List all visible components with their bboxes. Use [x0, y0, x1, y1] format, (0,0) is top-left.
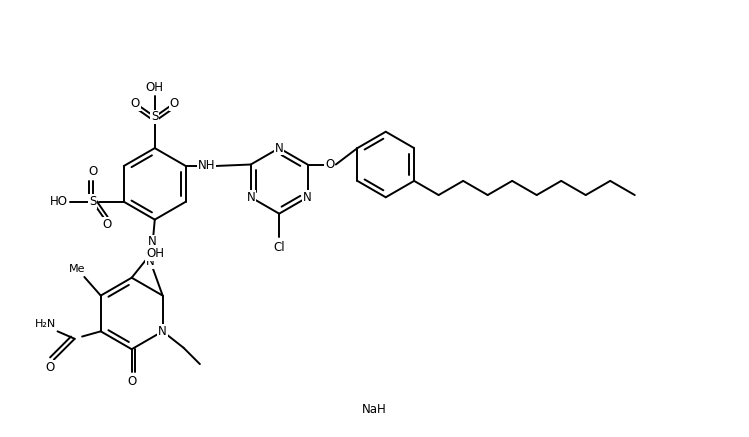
- Text: O: O: [102, 218, 112, 231]
- Text: H₂N: H₂N: [35, 319, 56, 329]
- Text: N: N: [246, 191, 255, 204]
- Text: O: O: [127, 375, 136, 388]
- Text: Me: Me: [69, 264, 85, 274]
- Text: N: N: [146, 255, 155, 268]
- Text: N: N: [148, 236, 157, 249]
- Text: S: S: [151, 110, 159, 123]
- Text: O: O: [131, 97, 140, 110]
- Text: N: N: [303, 191, 312, 204]
- Text: NH: NH: [198, 160, 216, 173]
- Text: Cl: Cl: [273, 241, 285, 253]
- Text: NaH: NaH: [362, 403, 387, 416]
- Text: OH: OH: [147, 247, 165, 260]
- Text: N: N: [275, 142, 284, 155]
- Text: HO: HO: [50, 195, 68, 208]
- Text: O: O: [46, 361, 55, 374]
- Text: O: O: [325, 158, 335, 171]
- Text: OH: OH: [146, 80, 164, 94]
- Text: O: O: [88, 166, 97, 178]
- Text: N: N: [158, 325, 167, 338]
- Text: S: S: [89, 195, 96, 208]
- Text: O: O: [169, 97, 179, 110]
